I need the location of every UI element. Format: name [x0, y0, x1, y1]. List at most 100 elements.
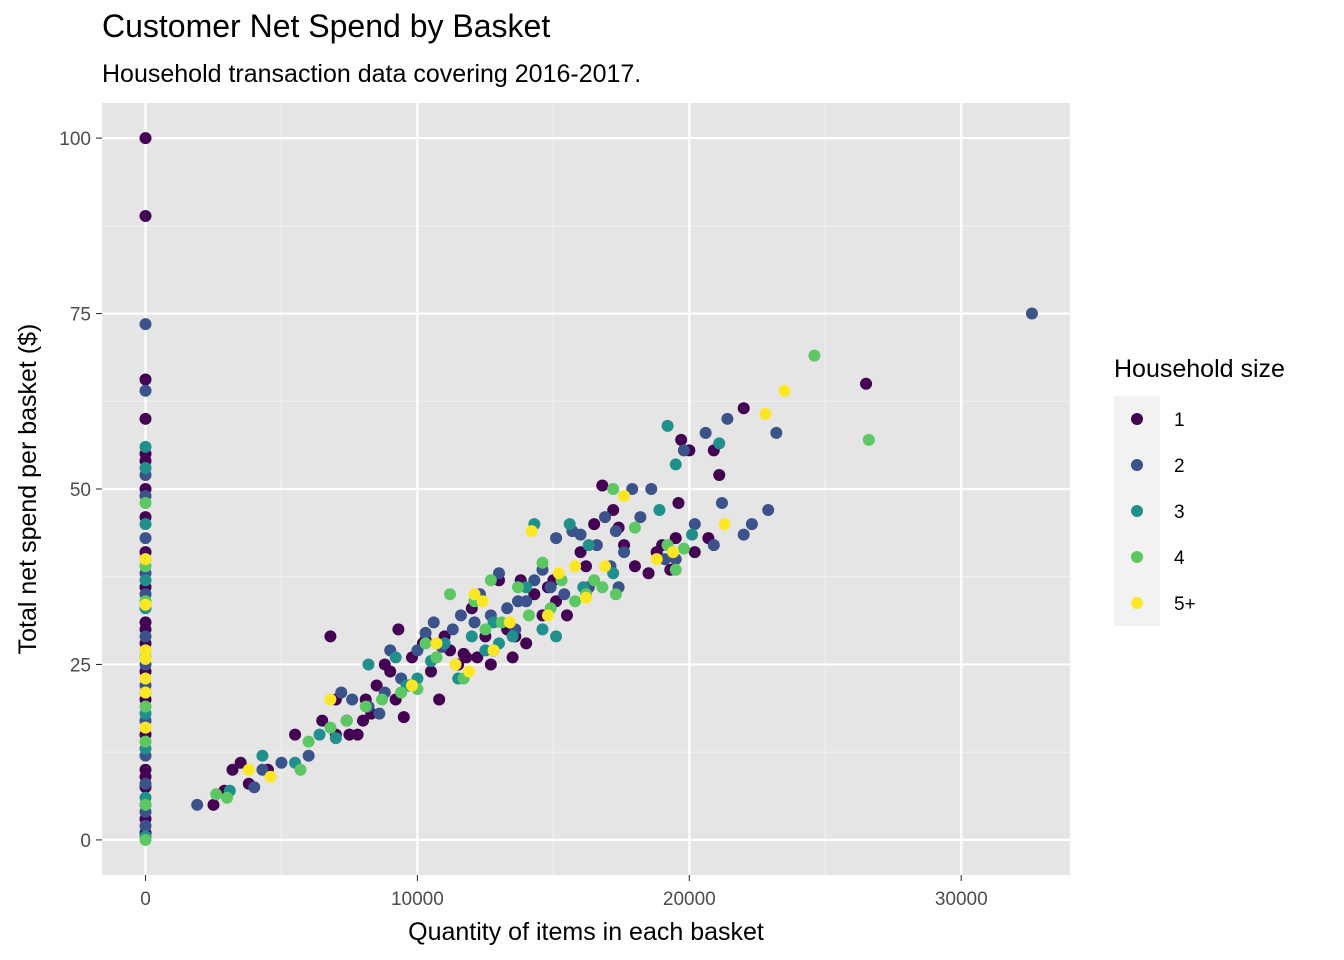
data-point-household-1 [457, 647, 470, 660]
x-axis-title: Quantity of items in each basket [408, 918, 764, 946]
data-point-household-1 [484, 658, 497, 671]
data-point-household-2 [139, 630, 152, 643]
data-point-household-4 [479, 623, 492, 636]
data-point-household-5+ [759, 407, 772, 420]
data-point-household-5+ [718, 518, 731, 531]
data-point-household-2 [139, 777, 152, 790]
data-point-household-3 [653, 504, 666, 517]
data-point-household-2 [419, 626, 432, 639]
x-axis-ticks: 0 10000 20000 30000 [140, 875, 988, 910]
data-point-household-5+ [139, 686, 152, 699]
data-point-household-1 [669, 532, 682, 545]
data-point-household-4 [139, 700, 152, 713]
data-point-household-5+ [778, 384, 791, 397]
data-point-household-1 [713, 468, 726, 481]
data-point-household-5+ [650, 553, 663, 566]
data-point-household-3 [661, 419, 674, 432]
data-point-household-4 [444, 588, 457, 601]
data-point-household-4 [862, 433, 875, 446]
chart-title: Customer Net Spend by Basket [102, 8, 551, 44]
data-point-household-5+ [468, 588, 481, 601]
data-point-household-2 [411, 644, 424, 657]
data-point-household-2 [528, 574, 541, 587]
data-point-household-3 [139, 440, 152, 453]
data-point-household-1 [207, 798, 220, 811]
data-point-household-3 [669, 458, 682, 471]
data-point-household-4 [221, 791, 234, 804]
legend-key-3 [1131, 505, 1143, 517]
legend-label: 4 [1174, 548, 1185, 569]
y-tick-label: 50 [70, 480, 91, 501]
data-point-household-4 [536, 556, 549, 569]
legend-label: 1 [1174, 410, 1185, 431]
data-point-household-1 [324, 630, 337, 643]
y-axis-title: Total net spend per basket ($) [14, 324, 42, 655]
data-point-household-1 [139, 412, 152, 425]
data-point-household-2 [335, 686, 348, 699]
data-point-household-5+ [618, 490, 631, 503]
data-point-household-4 [808, 349, 821, 362]
data-point-household-3 [139, 574, 152, 587]
data-point-household-2 [688, 518, 701, 531]
data-point-household-3 [389, 651, 402, 664]
data-point-household-1 [397, 711, 410, 724]
data-point-household-4 [607, 483, 620, 495]
data-point-household-4 [522, 609, 535, 622]
data-point-household-2 [492, 567, 505, 580]
data-point-household-1 [520, 637, 533, 650]
data-points [139, 132, 1038, 846]
data-point-household-4 [588, 574, 601, 587]
data-point-household-4 [376, 693, 389, 706]
data-point-household-4 [139, 798, 152, 811]
data-point-household-2 [626, 483, 639, 495]
data-point-household-4 [294, 763, 307, 776]
chart-subtitle: Household transaction data covering 2016… [102, 60, 642, 88]
data-point-household-3 [536, 623, 549, 636]
data-point-household-2 [248, 781, 261, 794]
data-point-household-2 [346, 693, 359, 706]
legend-title: Household size [1114, 355, 1285, 383]
data-point-household-2 [721, 412, 734, 425]
data-point-household-1 [607, 504, 620, 517]
data-point-household-5+ [599, 560, 612, 573]
data-point-household-2 [762, 504, 775, 517]
data-point-household-4 [139, 833, 152, 846]
data-point-household-5+ [405, 679, 418, 692]
data-point-household-1 [139, 373, 152, 386]
data-point-household-3 [563, 518, 576, 531]
data-point-household-5+ [242, 763, 255, 776]
y-tick-label: 100 [59, 129, 91, 150]
data-point-household-5+ [139, 553, 152, 566]
data-point-household-5+ [139, 652, 152, 665]
data-point-household-5+ [541, 609, 554, 622]
data-point-household-5+ [503, 616, 516, 629]
legend-key-1 [1131, 413, 1143, 425]
data-point-household-2 [302, 749, 315, 762]
data-point-household-3 [139, 461, 152, 474]
data-point-household-3 [506, 630, 519, 643]
x-tick-label: 10000 [391, 889, 444, 910]
data-point-household-2 [446, 623, 459, 636]
data-point-household-1 [860, 377, 873, 390]
data-point-household-4 [359, 700, 372, 713]
data-point-household-2 [427, 616, 440, 629]
data-point-household-5+ [667, 546, 680, 559]
data-point-household-1 [737, 402, 750, 415]
data-point-household-5+ [139, 721, 152, 734]
data-point-household-2 [715, 497, 728, 510]
data-point-household-2 [544, 581, 557, 594]
data-point-household-5+ [463, 665, 476, 678]
data-point-household-5+ [449, 658, 462, 671]
y-axis-ticks: 0 25 50 75 100 [59, 129, 102, 852]
data-point-household-5+ [487, 644, 500, 657]
data-point-household-2 [745, 518, 758, 531]
data-point-household-2 [645, 483, 658, 495]
data-point-household-4 [419, 637, 432, 650]
data-point-household-5+ [525, 525, 538, 538]
data-point-household-4 [512, 581, 525, 594]
data-point-household-1 [139, 209, 152, 222]
data-point-household-4 [430, 651, 443, 664]
x-tick-label: 30000 [935, 889, 988, 910]
data-point-household-2 [501, 602, 514, 615]
